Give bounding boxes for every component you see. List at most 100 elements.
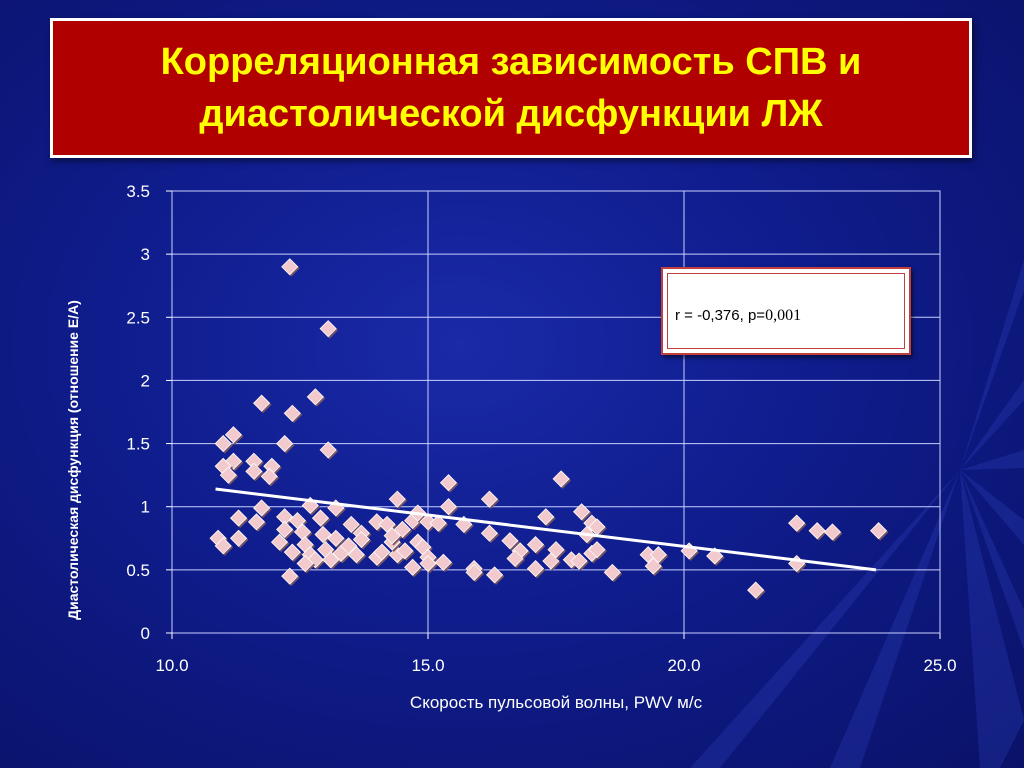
data-point [603, 563, 623, 583]
diamond-marker [276, 435, 294, 453]
title-line-1: Корреляционная зависимость СПВ и [160, 41, 862, 83]
data-point [245, 462, 264, 482]
x-tick-label: 25.0 [923, 656, 956, 675]
diamond-marker [603, 563, 621, 581]
data-point [537, 508, 556, 527]
data-point [588, 541, 607, 560]
data-point [570, 552, 589, 571]
diamond-marker [388, 490, 406, 508]
data-point [352, 530, 372, 550]
data-point [327, 529, 346, 549]
x-axis-ticks: 10.0 15.0 20.0 25.0 [155, 633, 957, 675]
data-point [253, 499, 272, 518]
diamond-marker [480, 490, 499, 508]
diamond-marker [526, 560, 545, 578]
y-tick-label: 3.5 [126, 182, 150, 201]
data-point [480, 524, 500, 544]
diamond-marker [485, 566, 504, 584]
y-axis-ticks: 0 0.5 1 1.5 2 2.5 3 3.5 [126, 182, 172, 643]
diamond-marker [747, 581, 765, 599]
diamond-marker [260, 467, 278, 485]
diamond-marker [501, 532, 519, 550]
data-point [306, 388, 326, 407]
x-axis-label: Скорость пульсовой волны, PWV м/с [410, 693, 703, 712]
diamond-marker [281, 258, 299, 276]
data-point [573, 503, 592, 522]
diamond-marker [649, 546, 667, 564]
diamond-marker [296, 554, 314, 573]
diamond-marker [419, 513, 437, 531]
data-point [388, 490, 408, 510]
data-point [296, 554, 316, 574]
data-point [552, 470, 572, 489]
diamond-marker [283, 404, 301, 422]
data-point [547, 541, 566, 560]
y-tick-label: 0.5 [126, 561, 150, 580]
data-point [429, 514, 449, 534]
data-point [808, 522, 828, 541]
data-point [319, 320, 339, 339]
diamond-marker [319, 441, 337, 459]
diamond-marker [306, 388, 324, 406]
diamond-marker [429, 514, 447, 532]
data-point [281, 567, 300, 587]
diamond-marker [537, 508, 555, 526]
diamond-marker [224, 426, 243, 444]
diamond-marker [373, 543, 391, 561]
data-point [526, 560, 546, 579]
diamond-marker [570, 552, 588, 570]
data-point [383, 527, 403, 546]
data-point [283, 404, 303, 424]
diamond-marker [434, 553, 452, 571]
data-point [253, 394, 272, 414]
data-point [485, 566, 505, 585]
diamond-marker [214, 435, 232, 453]
diamond-marker [383, 527, 401, 545]
diamond-marker [342, 515, 360, 533]
y-tick-label: 1 [141, 498, 150, 517]
trendline [215, 487, 877, 572]
diamond-marker [311, 509, 330, 527]
diamond-marker [465, 563, 483, 581]
diamond-marker [823, 523, 842, 541]
data-point [404, 558, 423, 578]
diamond-marker [352, 530, 371, 549]
diamond-marker [229, 509, 248, 527]
data-point [788, 514, 807, 534]
diamond-marker [552, 470, 570, 488]
data-point [224, 426, 244, 445]
annotation-inner-border [667, 273, 905, 349]
chart-axes [171, 190, 941, 634]
correlation-annotation-box: r = -0,376, p=0,001 [661, 267, 911, 355]
data-point [419, 554, 438, 574]
y-axis-label: Диастолическая дисфункция (отношение Е/А… [65, 300, 81, 620]
diamond-marker [347, 546, 365, 564]
data-point [823, 523, 843, 542]
data-point [465, 563, 484, 583]
data-point [283, 543, 303, 563]
y-tick-label: 3 [141, 245, 150, 264]
page-title: Корреляционная зависимость СПВ и диастол… [161, 36, 862, 140]
y-tick-label: 2 [141, 371, 150, 390]
diamond-marker [229, 529, 248, 547]
correlation-annotation: r = -0,376, p=0,001 [675, 307, 801, 325]
diamond-marker [526, 536, 545, 554]
data-point [214, 435, 234, 454]
data-point [311, 509, 331, 528]
data-point [281, 258, 300, 277]
diamond-marker [419, 554, 437, 573]
diamond-marker [319, 320, 337, 338]
data-point [373, 543, 392, 563]
x-tick-label: 20.0 [667, 656, 700, 675]
x-tick-label: 15.0 [411, 656, 444, 675]
y-tick-label: 0 [141, 624, 150, 643]
data-point [260, 467, 280, 487]
data-point [501, 532, 520, 551]
diamond-marker [270, 533, 289, 551]
diamond-marker [808, 522, 826, 540]
diamond-marker [404, 558, 422, 576]
data-point [229, 529, 249, 549]
diamond-marker [253, 499, 271, 517]
trendline-group [215, 487, 877, 572]
